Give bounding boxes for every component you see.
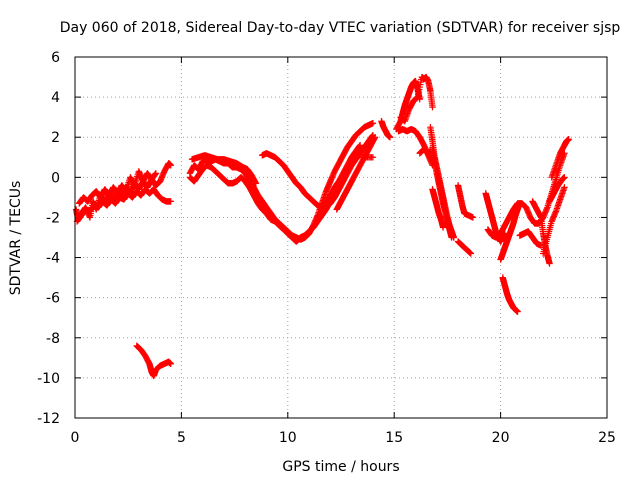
- x-tick-label: 15: [385, 430, 403, 446]
- axis-ticks: 0 5 10 15 20 25 -12 -10 -8 -6 -4 -2 0 2 4 6: [37, 50, 616, 446]
- grid-lines: [75, 57, 607, 418]
- y-tick-label: -6: [46, 291, 60, 307]
- y-tick-label: 0: [51, 170, 60, 186]
- plot-area: [72, 73, 572, 380]
- data-point: [467, 250, 475, 257]
- x-axis-label: GPS time / hours: [282, 459, 399, 475]
- data-point: [516, 200, 523, 207]
- data-point: [371, 134, 379, 141]
- x-tick-label: 10: [279, 430, 297, 446]
- y-axis-label: SDTVAR / TECUs: [8, 181, 24, 296]
- data-point: [469, 214, 477, 221]
- y-tick-label: -8: [46, 331, 60, 347]
- data-point: [561, 174, 568, 181]
- data-point: [356, 142, 364, 149]
- y-tick-label: -4: [46, 251, 60, 267]
- data-point: [546, 260, 553, 267]
- plot-frame: [74, 56, 608, 419]
- data-point: [369, 154, 377, 161]
- data-point: [386, 134, 394, 141]
- data-point: [369, 119, 377, 127]
- chart-title: Day 060 of 2018, Sidereal Day-to-day VTE…: [60, 20, 621, 36]
- y-tick-label: -2: [46, 210, 60, 226]
- y-tick-label: -12: [37, 411, 60, 427]
- x-tick-label: 20: [492, 430, 510, 446]
- x-tick-label: 5: [177, 430, 186, 446]
- y-tick-label: 6: [51, 50, 60, 66]
- x-tick-label: 25: [598, 430, 616, 446]
- x-tick-label: 0: [71, 430, 80, 446]
- data-point: [448, 234, 455, 241]
- y-tick-label: 4: [51, 90, 60, 106]
- y-tick-label: 2: [51, 130, 60, 146]
- data-point: [561, 184, 568, 191]
- data-point: [429, 103, 436, 111]
- data-point: [439, 224, 447, 231]
- data-point: [167, 162, 174, 169]
- data-point: [152, 170, 160, 177]
- data-point: [167, 198, 174, 205]
- data-point: [565, 136, 572, 143]
- data-point: [514, 308, 521, 315]
- y-tick-label: -10: [37, 371, 60, 387]
- data-point: [167, 360, 174, 368]
- data-point: [252, 180, 260, 187]
